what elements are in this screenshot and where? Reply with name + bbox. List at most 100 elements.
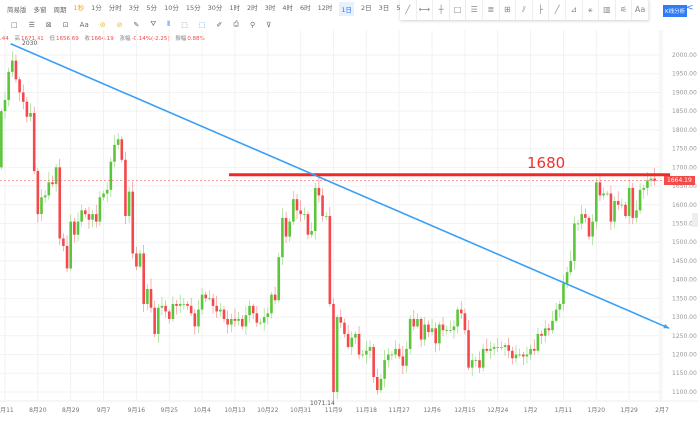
tool-icon-0[interactable]: □ <box>11 20 18 29</box>
drawing-tool-icon-6[interactable]: ⊞ <box>500 0 517 20</box>
drawing-tool-icon-2[interactable]: ┼ <box>433 0 450 20</box>
timeframe-1[interactable]: 1分 <box>91 3 102 12</box>
timeframe-12[interactable]: 6时 <box>299 3 311 12</box>
drawing-tool-icon-10[interactable]: ⊿ <box>566 0 583 20</box>
tool-icon-15[interactable]: ⊽ <box>266 20 272 29</box>
candle-body <box>427 324 430 333</box>
candle-body <box>87 214 91 220</box>
drawing-tool-icon-5[interactable]: ≣ <box>483 0 500 20</box>
layout-button[interactable]: 简易版 <box>7 5 27 14</box>
share-icon[interactable]: < <box>686 3 694 13</box>
candle-body <box>138 253 142 267</box>
timeframe-13[interactable]: 12时 <box>317 3 333 12</box>
timeframe-16[interactable]: 3日 <box>378 3 390 12</box>
candle-body <box>295 199 299 211</box>
candle-body <box>430 328 434 333</box>
k-analysis-button[interactable]: K线分析 <box>663 5 688 17</box>
drawing-tool-icon-11[interactable]: ⚹ <box>583 0 600 20</box>
tool-icon-12[interactable]: ✐ <box>216 20 223 29</box>
tool-icon-2[interactable]: ⊠ <box>45 20 52 29</box>
candle-body <box>273 294 277 301</box>
tool-icon-11[interactable]: ⬚ <box>198 20 206 29</box>
candle-body <box>631 187 635 218</box>
timeframe-4[interactable]: 5分 <box>146 3 158 12</box>
candle-body <box>120 139 124 160</box>
candle-body <box>281 217 284 258</box>
drawing-tool-icon-14[interactable]: Aa <box>632 0 649 20</box>
last-price-tag: 1664.19 <box>664 176 695 185</box>
candle-body <box>368 347 372 351</box>
x-tick-label: 9月7 <box>97 407 111 414</box>
tool-icon-3[interactable]: ⊡ <box>62 20 69 29</box>
candle-body <box>43 195 47 198</box>
candle-body <box>116 139 120 145</box>
tool-icon-7[interactable]: ✎ <box>133 20 140 29</box>
tool-icon-9[interactable]: ⫴ <box>167 20 171 28</box>
timeframe-9[interactable]: 2时 <box>247 3 258 12</box>
candle-body <box>565 272 569 284</box>
drawing-tool-icon-9[interactable]: ╱ <box>549 0 566 20</box>
y-tick-label: 1600.00 <box>672 202 697 209</box>
candle-body <box>478 360 481 368</box>
candle-body <box>299 210 302 215</box>
candle-body <box>105 189 109 194</box>
candle-body <box>146 289 149 304</box>
timeframe-7[interactable]: 30分 <box>207 3 223 12</box>
candle-body <box>602 193 605 196</box>
axis-resize-handle[interactable] <box>692 213 698 227</box>
drawing-tool-icon-7[interactable]: ⫽ <box>516 0 533 20</box>
tool-icon-6[interactable]: ⊘ <box>116 20 123 29</box>
tool-icon-1[interactable]: ☰ <box>28 20 35 29</box>
drawing-tool-icon-8[interactable]: ├ <box>533 0 550 20</box>
candle-body <box>182 303 186 305</box>
candle-body <box>584 214 587 218</box>
candle-body <box>540 333 543 336</box>
y-tick-label: 1750.00 <box>672 146 697 153</box>
candle-body <box>642 187 646 190</box>
timeframe-8[interactable]: 1时 <box>229 3 241 12</box>
candle-body <box>153 307 156 334</box>
timeframe-0[interactable]: 1秒 <box>73 3 85 12</box>
candle-body <box>573 223 576 261</box>
drawing-tool-icon-3[interactable]: □ <box>450 0 467 20</box>
drawing-tool-icon-13[interactable]: ⚟ <box>616 0 633 20</box>
x-tick-label: 9月16 <box>128 407 146 414</box>
candle-body <box>514 354 518 359</box>
x-tick-label: 12月6 <box>423 407 441 414</box>
timeframe-10[interactable]: 3时 <box>264 3 276 12</box>
candle-body <box>102 193 105 198</box>
y-tick-label: 1650.00 <box>672 183 697 190</box>
candle-body <box>262 317 266 323</box>
tool-icon-10[interactable]: ⬚ <box>181 20 188 29</box>
drawing-tool-icon-1[interactable]: ⟷ <box>417 0 434 20</box>
timeframe-3[interactable]: 3分 <box>128 3 140 12</box>
close-value: 1664.19 <box>91 36 114 42</box>
candle-body <box>423 324 427 340</box>
drawing-tool-icon-4[interactable]: ☰ <box>466 0 483 20</box>
drawing-tool-icon-12[interactable]: ▥ <box>599 0 616 20</box>
multi-window-button[interactable]: 多窗 <box>33 5 47 14</box>
candle-body <box>467 330 470 368</box>
candle-body <box>405 348 408 366</box>
timeframe-15[interactable]: 2日 <box>361 3 372 12</box>
tool-icon-4[interactable]: Aa <box>79 20 89 29</box>
timeframe-5[interactable]: 10分 <box>164 3 179 12</box>
candle-body <box>73 221 76 235</box>
candle-body <box>452 326 456 331</box>
tool-icon-14[interactable]: ⚲ <box>249 20 256 29</box>
candle-body <box>591 221 594 237</box>
period-dropdown[interactable]: 周期 <box>53 5 67 14</box>
tool-icon-8[interactable]: ⛛ <box>150 20 157 28</box>
candle-body <box>197 309 200 327</box>
timeframe-14[interactable]: 1日 <box>339 1 355 16</box>
timeframe-6[interactable]: 15分 <box>185 3 201 12</box>
candle-body <box>84 210 87 215</box>
drawing-tool-icon-0[interactable]: ╱ <box>400 0 417 20</box>
timeframe-11[interactable]: 4时 <box>282 3 293 12</box>
candle-body <box>284 217 288 237</box>
candle-body <box>332 303 335 392</box>
tool-icon-5[interactable]: ⊘ <box>99 20 106 29</box>
tool-icon-13[interactable]: ⎙ <box>233 20 239 28</box>
timeframe-2[interactable]: 分时 <box>108 3 122 12</box>
